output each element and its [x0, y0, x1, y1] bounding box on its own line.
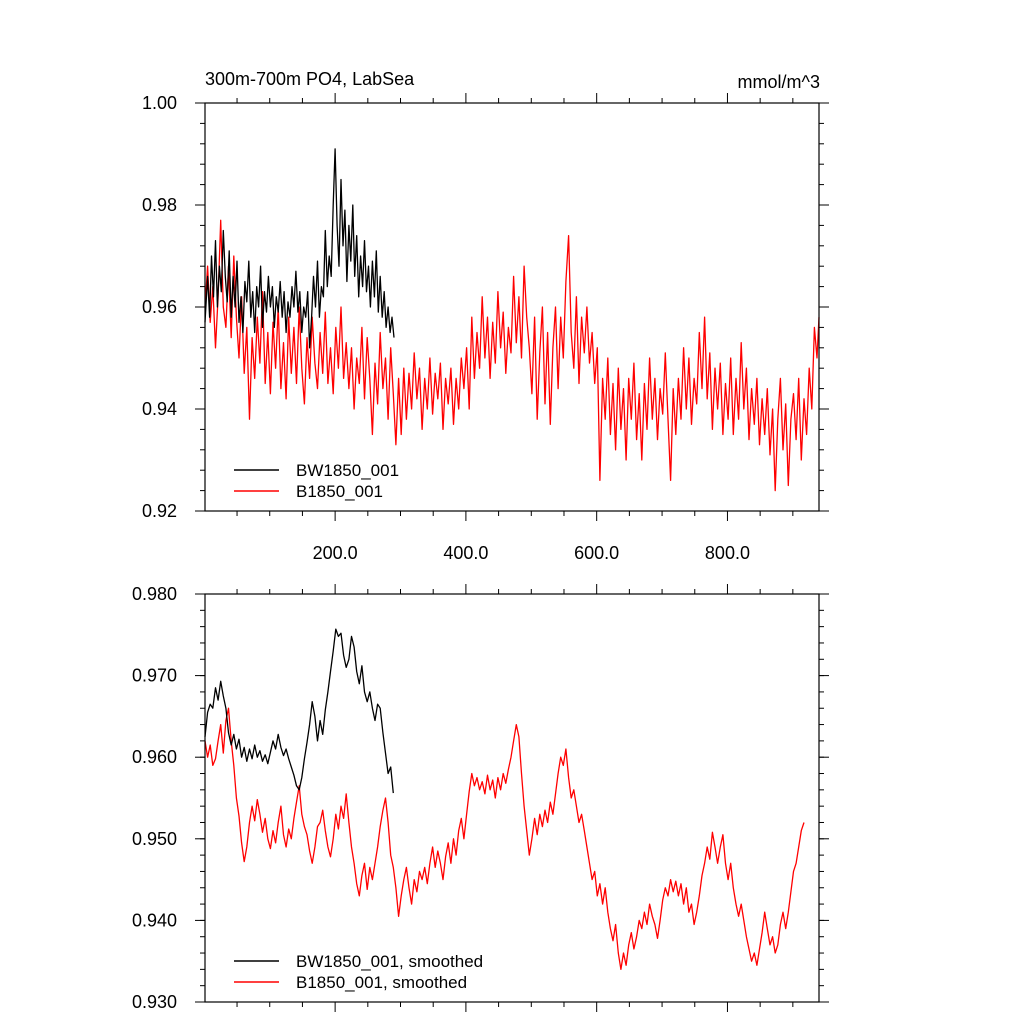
units-label: mmol/m^3	[738, 72, 820, 92]
bottom-ytick-label: 0.980	[132, 584, 177, 604]
top-y-tick-labels: 0.92 0.94 0.96 0.98 1.00	[142, 93, 177, 521]
bottom-ytick-label: 0.950	[132, 829, 177, 849]
legend-label-bw1850-smoothed: BW1850_001, smoothed	[296, 952, 483, 971]
top-ytick-label: 0.92	[142, 501, 177, 521]
legend-label-b1850-smoothed: B1850_001, smoothed	[296, 973, 467, 992]
legend-label-b1850: B1850_001	[296, 482, 383, 501]
top-ytick-label: 0.94	[142, 399, 177, 419]
bottom-y-tick-labels: 0.930 0.940 0.950 0.960 0.970 0.980	[132, 584, 177, 1012]
top-xtick-label: 400.0	[443, 543, 488, 563]
top-ytick-label: 0.98	[142, 195, 177, 215]
top-xtick-label: 800.0	[705, 543, 750, 563]
top-legend: BW1850_001 B1850_001	[234, 461, 399, 501]
top-series-line-bw1850-001	[204, 148, 395, 349]
top-plot-frame	[204, 102, 820, 512]
bottom-ytick-label: 0.960	[132, 747, 177, 767]
bottom-series-lines	[204, 628, 805, 971]
top-x-tick-labels: 200.0 400.0 600.0 800.0	[313, 543, 750, 563]
bottom-legend: BW1850_001, smoothed B1850_001, smoothed	[234, 952, 483, 992]
bottom-series-line-bw1850-001-smoothed	[204, 628, 394, 794]
top-xtick-label: 200.0	[313, 543, 358, 563]
bottom-series-line-b1850-001-smoothed	[204, 707, 805, 971]
top-axis-ticks	[195, 93, 829, 521]
top-ytick-label: 1.00	[142, 93, 177, 113]
bottom-plot-frame	[204, 593, 820, 1003]
legend-label-bw1850: BW1850_001	[296, 461, 399, 480]
top-panel: 300m-700m PO4, LabSea mmol/m^3 0.920.940…	[142, 69, 829, 563]
bottom-ytick-label: 0.970	[132, 666, 177, 686]
bottom-ytick-label: 0.940	[132, 910, 177, 930]
top-series-line-b1850-001	[204, 219, 820, 492]
top-ytick-label: 0.96	[142, 297, 177, 317]
bottom-axis-ticks	[195, 584, 829, 1012]
bottom-ytick-label: 0.930	[132, 992, 177, 1012]
top-series-lines	[204, 148, 820, 492]
top-xtick-label: 600.0	[574, 543, 619, 563]
chart-title: 300m-700m PO4, LabSea	[205, 69, 415, 89]
bottom-panel: 0.930 0.940 0.950 0.960 0.970 0.980 BW1850_00…	[132, 584, 829, 1012]
